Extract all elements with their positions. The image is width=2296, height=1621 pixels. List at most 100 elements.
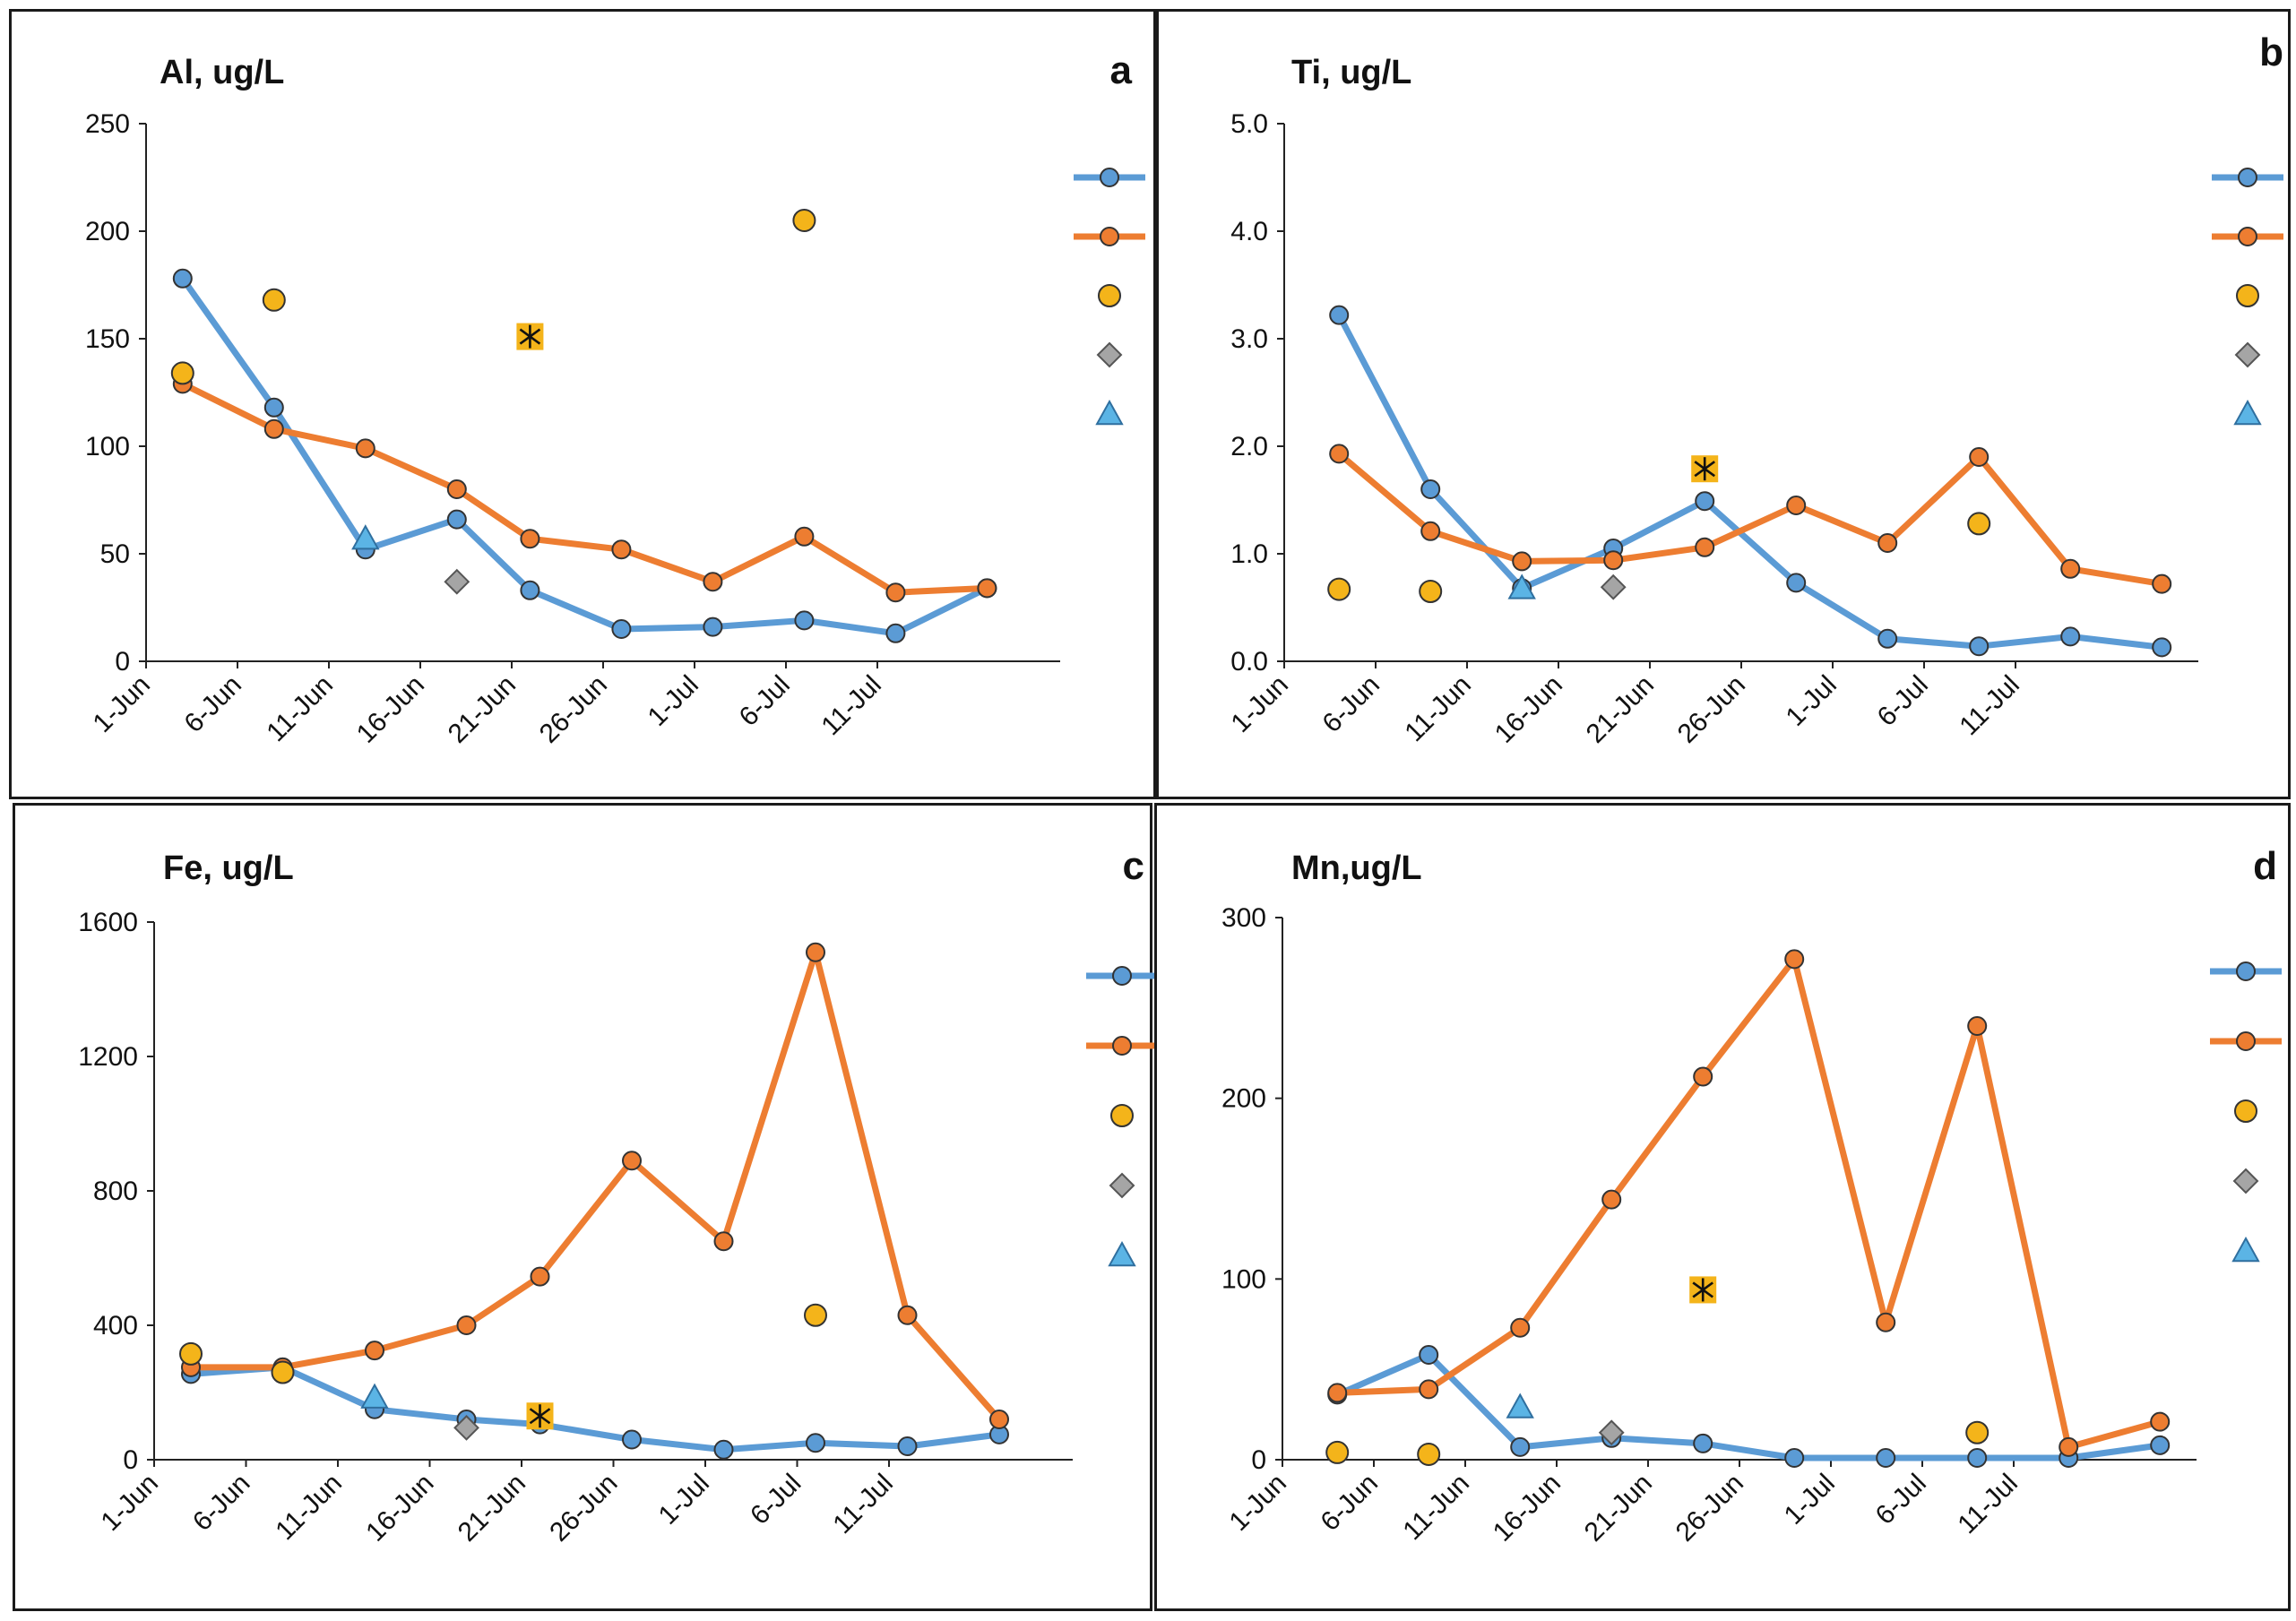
legend-marker-P — [1112, 1036, 1132, 1056]
y-tick-label: 0 — [123, 1445, 138, 1475]
y-tick-label: 1200 — [78, 1042, 138, 1072]
data-point-P — [611, 539, 632, 560]
x-tick-label: 1-Jun — [1226, 670, 1294, 738]
data-point-P — [1420, 521, 1441, 541]
data-point-Y3 — [804, 1303, 827, 1327]
data-point-P — [456, 1315, 477, 1335]
legend-marker-A — [2234, 341, 2261, 368]
data-point-P — [530, 1266, 550, 1287]
x-tick-label: 11-Jul — [1952, 1469, 2024, 1540]
y-tick-label: 300 — [1221, 903, 1266, 933]
data-point-Y3 — [1327, 577, 1351, 601]
x-tick-label: 11-Jun — [261, 670, 339, 748]
chart-svg-c: Fe, ug/L c 0 400 800 1200 1600 1-Jun 6-Jun 11-Jun… — [78, 844, 1206, 1548]
y-tick-label: 200 — [85, 217, 130, 246]
data-point-P — [446, 479, 467, 499]
chart-svg-a: Al, ug/L a 0 50 100 150 200 250 1-Jun 6-Jun 11-Jun… — [85, 48, 1194, 749]
x-tick-label: 16-Jun — [360, 1469, 439, 1548]
x-tick-label: 1-Jul — [643, 670, 704, 732]
data-point-K — [2152, 637, 2172, 658]
y-tick-label: 2.0 — [1230, 432, 1268, 461]
data-point-K — [1877, 628, 1898, 649]
special-point — [516, 323, 544, 350]
x-tick-label: 1-Jul — [653, 1469, 715, 1530]
data-point-P — [1786, 496, 1807, 515]
data-point-K — [622, 1429, 642, 1450]
data-point-A — [1600, 573, 1627, 600]
data-point-K — [1786, 573, 1807, 593]
data-point-K — [1784, 1447, 1805, 1468]
data-point-K — [611, 619, 632, 639]
data-point-Y3 — [1967, 512, 1991, 536]
x-tick-label: 11-Jul — [827, 1469, 899, 1540]
data-point-P — [1601, 1189, 1622, 1210]
data-point-P — [885, 582, 906, 603]
chart-svg-d: Mn,ug/L d 0 100 200 300 1-Jun 6-Jun 11-Jun 16-Jun… — [1221, 844, 2282, 1548]
x-tick-label: 21-Jun — [453, 1469, 531, 1548]
data-point-P — [977, 578, 997, 599]
data-point-S — [360, 1383, 389, 1409]
y-tick-label: 0 — [115, 647, 130, 677]
chart-title: Ti, ug/L — [1291, 54, 1411, 91]
x-tick-label: 21-Jun — [1579, 1469, 1658, 1548]
x-tick-label: 6-Jun — [1316, 1469, 1384, 1537]
y-tick-label: 0 — [1251, 1445, 1266, 1475]
x-tick-label: 26-Jun — [1672, 670, 1751, 749]
data-point-K — [172, 268, 193, 289]
data-point-P — [1603, 550, 1624, 571]
x-tick-label: 6-Jul — [745, 1469, 807, 1530]
series-line-K — [179, 275, 990, 637]
data-point-K — [897, 1436, 918, 1456]
data-point-K — [1969, 636, 1990, 657]
y-tick-label: 150 — [85, 324, 130, 354]
legend-marker-Y3 — [2234, 1099, 2257, 1123]
data-point-K — [1876, 1447, 1896, 1468]
x-tick-label: 1-Jun — [88, 670, 156, 738]
x-tick-label: 6-Jun — [187, 1469, 255, 1537]
data-point-P — [806, 942, 825, 962]
data-point-P — [794, 526, 815, 547]
data-point-P — [1512, 551, 1532, 572]
data-point-Y3 — [179, 1341, 203, 1366]
y-tick-label: 0.0 — [1230, 647, 1268, 677]
legend-marker-P — [1100, 227, 1119, 246]
data-point-P — [713, 1231, 734, 1252]
data-point-A — [453, 1414, 479, 1441]
data-point-P — [365, 1341, 384, 1361]
data-point-K — [794, 610, 815, 631]
data-point-Y3 — [170, 361, 194, 385]
y-tick-label: 800 — [93, 1177, 138, 1206]
data-point-Y3 — [1417, 1442, 1441, 1466]
y-tick-label: 4.0 — [1230, 217, 1268, 246]
x-tick-label: 6-Jun — [1317, 670, 1385, 738]
chart-title: Mn,ug/L — [1291, 849, 1422, 887]
legend-marker-Y3 — [2236, 284, 2259, 307]
series-line-P — [187, 949, 1003, 1423]
series-line-P — [179, 380, 990, 596]
data-point-S — [1506, 1393, 1534, 1418]
x-tick-label: 6-Jul — [1870, 1469, 1932, 1530]
legend-marker-S — [2231, 1236, 2260, 1263]
data-point-Y3 — [1325, 1440, 1350, 1464]
data-point-K — [2060, 626, 2081, 647]
data-point-K — [263, 397, 284, 418]
data-point-P — [1419, 1379, 1439, 1400]
data-point-Y3 — [1419, 580, 1443, 603]
series-line-P — [1334, 955, 2163, 1451]
y-tick-label: 1.0 — [1230, 539, 1268, 569]
legend-marker-S — [1095, 399, 1124, 426]
y-tick-label: 100 — [85, 432, 130, 461]
data-point-Y3 — [262, 288, 286, 312]
data-point-P — [1510, 1317, 1531, 1338]
series-line-P — [1335, 450, 2165, 588]
x-tick-label: 21-Jun — [443, 670, 522, 749]
legend-marker-P — [2238, 227, 2257, 246]
data-point-K — [806, 1433, 825, 1453]
data-point-P — [703, 572, 723, 592]
series-line-K — [187, 1364, 1003, 1453]
data-point-K — [1510, 1436, 1531, 1457]
x-tick-label: 16-Jun — [1488, 1469, 1567, 1548]
y-tick-label: 200 — [1221, 1084, 1266, 1114]
data-point-K — [713, 1439, 734, 1460]
x-tick-label: 21-Jun — [1581, 670, 1660, 749]
